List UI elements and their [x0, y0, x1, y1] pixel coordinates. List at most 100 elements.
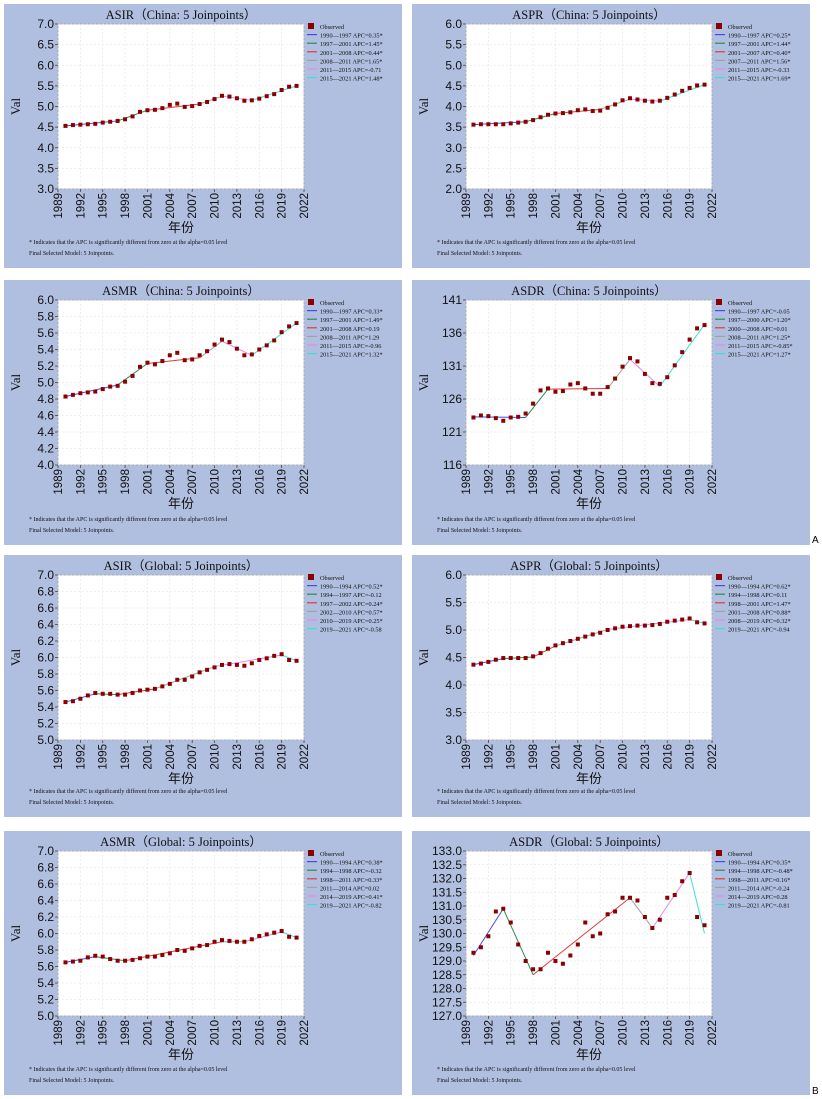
observed-point — [702, 923, 707, 928]
observed-point — [205, 349, 210, 354]
observed-point — [85, 122, 90, 127]
legend-entry: 2001—2007 APC=0.40* — [728, 50, 791, 57]
x-tick-label: 2022 — [707, 1020, 719, 1046]
observed-point — [523, 959, 528, 963]
y-tick-label: 4.6 — [37, 409, 54, 423]
observed-point — [665, 619, 670, 624]
y-tick-label: 127.0 — [432, 1009, 462, 1023]
x-tick-label: 2019 — [277, 469, 289, 495]
observed-point — [182, 358, 187, 363]
x-tick-label: 2004 — [165, 192, 177, 218]
observed-point — [63, 394, 68, 399]
observed-point — [680, 879, 685, 884]
x-tick-label: 2010 — [210, 1020, 222, 1046]
footnote-significance: * Indicates that the APC is significantl… — [437, 1066, 636, 1073]
legend-entry: Observed — [320, 300, 345, 307]
legend-entry: 2015—2021 APC=1.69* — [728, 76, 791, 83]
observed-point — [642, 98, 647, 103]
y-tick-label: 6.6 — [37, 601, 54, 615]
y-tick-label: 6.6 — [37, 877, 54, 891]
observed-point — [167, 681, 172, 686]
y-tick-label: 7.0 — [37, 17, 54, 31]
observed-point — [78, 958, 83, 963]
legend-observed-marker — [716, 574, 722, 580]
observed-point — [650, 99, 655, 104]
legend-entry: 1994—1998 APC=0.11 — [728, 592, 787, 599]
observed-point — [115, 692, 120, 697]
observed-point — [227, 94, 232, 99]
y-tick-label: 4.5 — [445, 79, 462, 93]
observed-point — [672, 363, 677, 368]
observed-point — [598, 391, 603, 396]
x-tick-label: 2001 — [550, 193, 562, 219]
chart-svg: ASPR（China: 5 Joinpoints） 1989 1992 1995 199… — [416, 8, 791, 257]
chart-panel: ASIR（China: 5 Joinpoints） 1989 1992 1995 199… — [4, 4, 402, 268]
observed-point — [272, 338, 277, 343]
observed-point — [568, 953, 573, 958]
x-tick-label: 2019 — [685, 1020, 697, 1046]
x-tick-label: 1989 — [461, 1020, 473, 1046]
observed-point — [279, 88, 284, 92]
y-tick-label: 5.0 — [37, 376, 54, 390]
y-tick-label: 136 — [442, 326, 462, 340]
y-tick-label: 2.0 — [445, 182, 462, 196]
observed-point — [628, 96, 632, 101]
footnote-model: Final Selected Model: 5 Joinpoints. — [437, 800, 523, 806]
y-tick-label: 127.5 — [432, 995, 462, 1009]
legend-entry: 1990—1997 APC=0.25* — [728, 33, 791, 40]
y-tick-label: 5.6 — [37, 960, 54, 974]
x-tick-label: 2010 — [210, 744, 222, 770]
observed-point — [279, 652, 284, 657]
observed-point — [553, 389, 558, 394]
chart-panel: ASIR（Global: 5 Joinpoints） 1989 1992 1995 19… — [4, 555, 402, 817]
x-axis-label: 年份 — [168, 221, 194, 236]
observed-point — [583, 386, 588, 391]
x-tick-label: 2016 — [254, 193, 266, 219]
observed-point — [665, 95, 670, 100]
x-tick-label: 1992 — [75, 744, 87, 770]
observed-point — [257, 933, 262, 938]
observed-point — [672, 92, 677, 97]
y-tick-label: 5.5 — [445, 38, 462, 52]
observed-point — [650, 926, 655, 930]
observed-point — [287, 84, 292, 89]
footnote-significance: * Indicates that the APC is significantl… — [29, 788, 228, 795]
observed-point — [70, 392, 75, 397]
observed-point — [575, 636, 580, 641]
chart-title: ASPR（Global: 5 Joinpoints） — [510, 559, 668, 573]
legend-entry: 1990—1997 APC=-0.05 — [728, 309, 790, 316]
fitted-segment — [281, 931, 297, 939]
x-tick-label: 2019 — [685, 469, 697, 495]
observed-point — [583, 634, 588, 639]
observed-point — [160, 952, 165, 957]
x-tick-label: 2013 — [640, 1020, 652, 1046]
observed-point — [182, 104, 187, 109]
observed-point — [590, 632, 595, 637]
y-tick-label: 5.4 — [37, 976, 54, 990]
observed-point — [130, 957, 135, 962]
observed-point — [680, 88, 685, 93]
observed-point — [279, 330, 284, 335]
x-tick-label: 2013 — [232, 469, 244, 495]
x-tick-label: 2001 — [550, 469, 562, 495]
x-tick-label: 2022 — [707, 469, 719, 495]
x-tick-label: 1995 — [506, 469, 518, 495]
observed-point — [63, 960, 68, 965]
observed-point — [471, 950, 476, 955]
observed-point — [583, 920, 588, 925]
observed-point — [249, 98, 254, 103]
legend-entry: 2008—2019 APC=0.32* — [728, 618, 791, 625]
observed-point — [167, 951, 172, 956]
x-tick-label: 1992 — [75, 1020, 87, 1046]
observed-point — [294, 83, 299, 88]
x-tick-label: 2013 — [640, 744, 652, 770]
observed-point — [702, 621, 707, 626]
observed-point — [138, 956, 142, 961]
x-tick-label: 2007 — [595, 744, 607, 770]
observed-point — [493, 657, 498, 662]
observed-point — [486, 659, 491, 664]
x-tick-label: 1998 — [120, 744, 132, 770]
footnote-model: Final Selected Model: 5 Joinpoints. — [437, 1078, 523, 1084]
y-tick-label: 131.0 — [432, 899, 462, 913]
chart-title: ASDR（China: 5 Joinpoints） — [511, 284, 667, 298]
